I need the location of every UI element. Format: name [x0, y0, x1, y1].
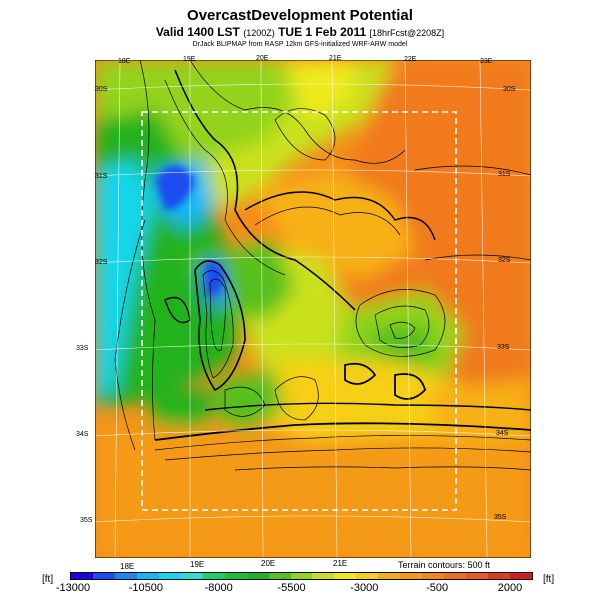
- colorbar-swatch: [334, 573, 357, 579]
- colorbar-swatch: [488, 573, 511, 579]
- lat-label-right: 35S: [494, 514, 507, 521]
- lat-lon-grid: [95, 60, 531, 558]
- lat-label-right: 30S: [503, 86, 516, 93]
- colorbar-swatch: [312, 573, 335, 579]
- utc-time: (1200Z): [243, 28, 275, 38]
- colorbar-tick-label: -3000: [350, 582, 379, 594]
- colorbar-tick-label: -10500: [128, 582, 163, 594]
- colorbar-swatch: [466, 573, 489, 579]
- colorbar-swatch: [224, 573, 247, 579]
- forecast-date: TUE 1 Feb 2011: [278, 25, 367, 39]
- lat-label-left: 35S: [80, 517, 93, 524]
- colorbar-unit-left: [ft]: [42, 574, 54, 585]
- valid-time-line: Valid 1400 LST (1200Z) TUE 1 Feb 2011 [1…: [0, 25, 600, 39]
- lat-label-right: 34S: [496, 430, 509, 437]
- lon-label-top: 20E: [256, 55, 269, 62]
- colorbar-swatch: [71, 573, 93, 579]
- colorbar-swatch: [136, 573, 159, 579]
- lon-label-bottom: 21E: [333, 559, 348, 568]
- colorbar-tick-label: -8000: [204, 582, 233, 594]
- map-title: OvercastDevelopment Potential: [187, 7, 413, 24]
- valid-time: Valid 1400 LST: [155, 25, 240, 39]
- terrain-contours: [114, 60, 531, 471]
- overcast-potential-field: [95, 60, 531, 558]
- colorbar-swatch: [290, 573, 313, 579]
- colorbar-swatch: [268, 573, 291, 579]
- lat-label-left: 31S: [95, 173, 108, 180]
- lon-label-bottom: 19E: [190, 560, 205, 569]
- colorbar-swatch: [92, 573, 115, 579]
- model-credit: DrJack BLIPMAP from RASP 12km GFS-initia…: [192, 41, 408, 48]
- colorbar: [70, 572, 533, 580]
- lat-label-left: 30S: [95, 86, 108, 93]
- colorbar-tick-label: 2000: [497, 582, 523, 594]
- lon-label-bottom: 20E: [261, 559, 276, 568]
- colorbar-swatch: [444, 573, 467, 579]
- colorbar-tick-label: -500: [426, 582, 449, 594]
- lon-label-bottom: 18E: [120, 562, 135, 571]
- lon-label-top: 22E: [404, 56, 417, 63]
- colorbar-tick-label: -13000: [55, 582, 91, 594]
- lat-label-left: 33S: [76, 345, 89, 352]
- colorbar-swatch: [422, 573, 445, 579]
- colorbar-swatch: [114, 573, 137, 579]
- colorbar-swatch: [510, 573, 533, 579]
- lat-label-left: 34S: [76, 431, 89, 438]
- lat-label-left: 32S: [95, 259, 108, 266]
- colorbar-swatch: [158, 573, 181, 579]
- colorbar-swatch: [246, 573, 269, 579]
- colorbar-swatch: [180, 573, 203, 579]
- colorbar-tick-label: -5500: [277, 582, 306, 594]
- colorbar-swatch: [356, 573, 379, 579]
- forecast-run: [18hrFcst@2208Z]: [369, 28, 445, 38]
- colorbar-swatch: [202, 573, 225, 579]
- lat-label-right: 33S: [497, 344, 510, 351]
- lon-label-top: 23E: [480, 58, 493, 65]
- map-canvas: [95, 60, 531, 558]
- low-value-patch: [155, 165, 195, 210]
- colorbar-swatch: [378, 573, 401, 579]
- lon-label-top: 18E: [118, 58, 131, 65]
- colorbar-swatch: [400, 573, 423, 579]
- colorbar-unit-right: [ft]: [543, 574, 555, 585]
- lat-label-right: 31S: [498, 171, 511, 178]
- terrain-contour-note: Terrain contours: 500 ft: [398, 560, 491, 570]
- domain-boundary-box: [141, 111, 457, 511]
- lon-label-top: 19E: [183, 56, 196, 63]
- lon-label-top: 21E: [329, 55, 342, 62]
- lat-label-right: 32S: [498, 257, 511, 264]
